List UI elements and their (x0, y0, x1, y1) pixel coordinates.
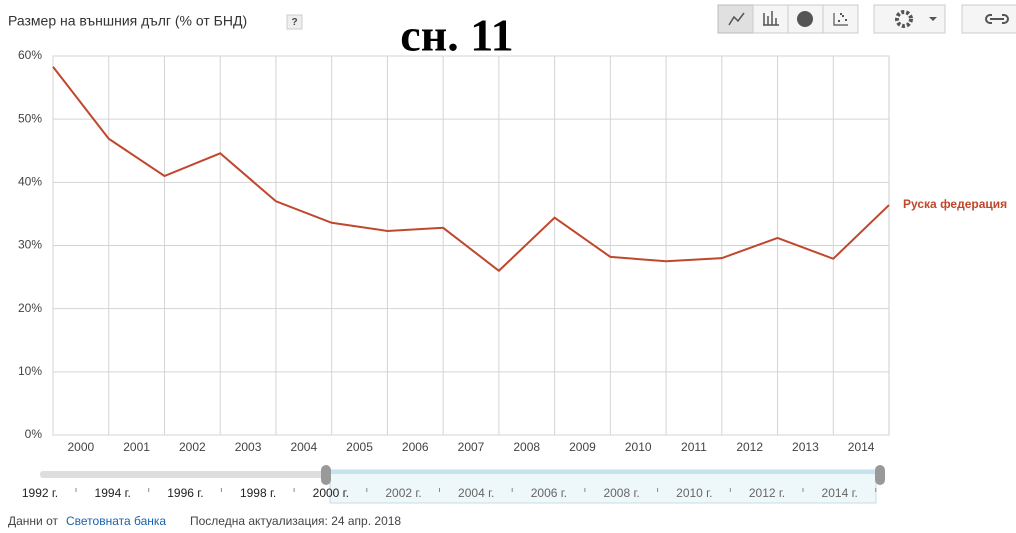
timeline-handle-start[interactable] (321, 465, 331, 485)
link-icon (985, 14, 1009, 24)
timeline-label: 2006 г. (531, 486, 567, 500)
x-tick-label: 2000 (68, 440, 95, 454)
x-tick-label: 2004 (290, 440, 317, 454)
timeline-label: 1994 г. (95, 486, 131, 500)
x-tick-label: 2014 (848, 440, 875, 454)
x-tick-label: 2008 (513, 440, 540, 454)
gear-icon (895, 10, 913, 28)
y-tick-label: 60% (18, 48, 42, 62)
timeline-label: 2004 г. (458, 486, 494, 500)
help-button[interactable] (286, 14, 303, 30)
toolbar (717, 4, 1016, 34)
x-tick-label: 2010 (625, 440, 652, 454)
timeline-label: 1998 г. (240, 486, 276, 500)
timeline (40, 465, 885, 504)
timeline-label: 1992 г. (22, 486, 58, 500)
scatter-axes (833, 13, 848, 26)
annotation: сн. 11 (400, 10, 513, 61)
timeline-selection-bar (330, 470, 876, 474)
timeline-label: 2010 г. (676, 486, 712, 500)
x-tick-label: 2013 (792, 440, 819, 454)
dropdown-arrow (929, 17, 937, 21)
y-tick-label: 30% (18, 238, 42, 252)
y-tick-label: 20% (18, 301, 42, 315)
y-tick-label: 10% (18, 364, 42, 378)
x-tick-label: 2011 (681, 440, 707, 454)
x-tick-label: 2006 (402, 440, 429, 454)
x-tick-label: 2009 (569, 440, 596, 454)
plot-area: 0% 10% 20% 30% 40% 50% 60% 2000 2001 2002 2003 2004… (18, 48, 1007, 454)
y-tick-label: 40% (18, 175, 42, 189)
legend-label: Руска федерация (903, 197, 1007, 211)
x-tick-label: 2007 (458, 440, 485, 454)
timeline-handle-end[interactable] (875, 465, 885, 485)
timeline-label: 2002 г. (385, 486, 421, 500)
bar-chart-button[interactable] (753, 5, 788, 33)
timeline-selection[interactable] (329, 469, 877, 504)
x-tick-label: 2012 (736, 440, 763, 454)
footer-source-link[interactable]: Световната банка (66, 514, 166, 528)
footer-updated: Последна актуализация: 24 апр. 2018 (190, 514, 401, 528)
timeline-label: 2012 г. (749, 486, 785, 500)
y-tick-label: 50% (18, 111, 42, 125)
scatter-button[interactable] (823, 5, 858, 33)
line-icon (728, 12, 745, 26)
timeline-label: 2014 г. (822, 486, 858, 500)
y-tick-label: 0% (25, 427, 43, 441)
x-tick-label: 2003 (235, 440, 262, 454)
timeline-track (40, 471, 330, 478)
globe-icon (797, 11, 813, 27)
footer-source-prefix: Данни от (8, 514, 59, 528)
x-tick-label: 2001 (123, 440, 150, 454)
x-tick-label: 2005 (346, 440, 373, 454)
timeline-label: 2000 г. (313, 486, 349, 500)
bar-icon (763, 11, 779, 26)
scatter-icon (838, 13, 847, 22)
timeline-label: 2008 г. (603, 486, 639, 500)
chart-title: Размер на външния дълг (% от БНД) (8, 13, 247, 29)
x-tick-label: 2002 (179, 440, 206, 454)
timeline-label: 1996 г. (167, 486, 203, 500)
help-button-label[interactable]: ? (291, 17, 297, 28)
data-line (52, 66, 890, 273)
